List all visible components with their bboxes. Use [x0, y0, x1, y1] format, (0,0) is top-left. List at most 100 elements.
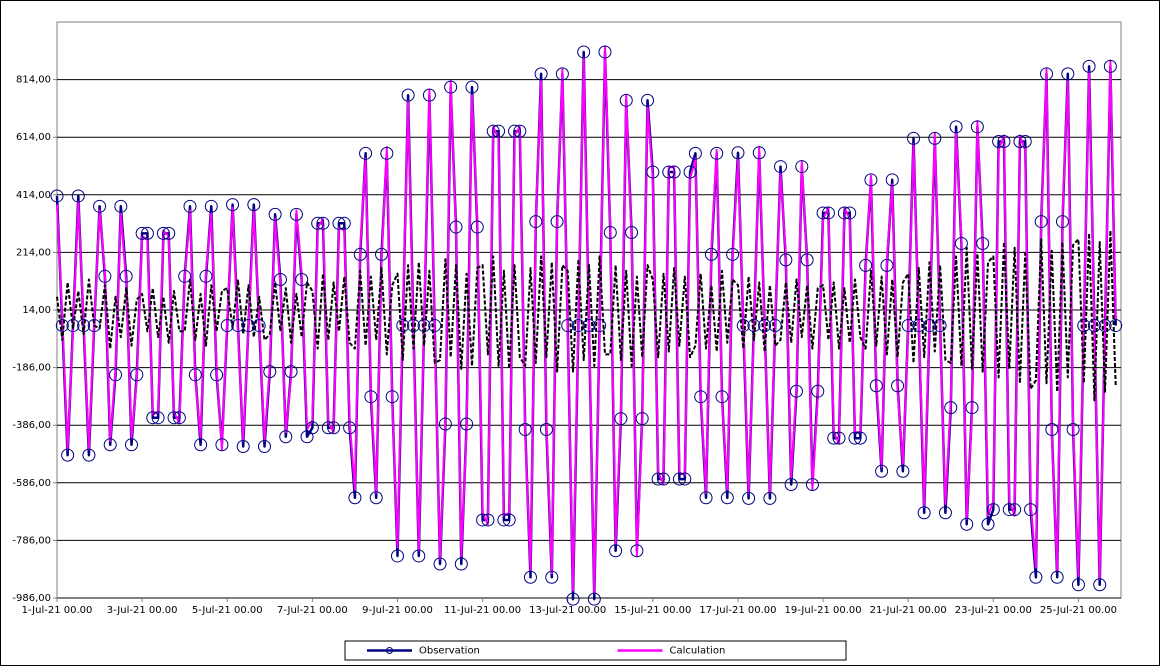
- point-marker: [417, 319, 431, 333]
- point-marker: [1061, 67, 1075, 81]
- point-marker: [513, 124, 527, 138]
- point-marker: [848, 431, 862, 445]
- point-marker: [1082, 59, 1096, 73]
- point-marker: [731, 146, 745, 160]
- y-tick-label: -786,00: [12, 535, 51, 546]
- legend-label: Observation: [419, 646, 480, 657]
- point-marker: [720, 491, 734, 505]
- x-tick-label: 11-Jul-21 00.00: [444, 605, 521, 616]
- point-marker: [114, 199, 128, 213]
- point-marker: [880, 258, 894, 272]
- point-marker: [66, 319, 80, 333]
- point-marker: [1109, 319, 1123, 333]
- point-marker: [1050, 570, 1064, 584]
- point-marker: [502, 513, 516, 527]
- point-marker: [566, 592, 580, 606]
- y-tick-label: -386,00: [12, 420, 51, 431]
- point-marker: [1034, 215, 1048, 229]
- point-marker: [242, 319, 256, 333]
- point-marker: [768, 319, 782, 333]
- point-marker: [146, 411, 160, 425]
- point-marker: [1071, 578, 1085, 592]
- point-marker: [545, 570, 559, 584]
- point-marker: [811, 384, 825, 398]
- point-marker: [853, 431, 867, 445]
- point-marker: [688, 146, 702, 160]
- point-marker: [598, 45, 612, 59]
- point-marker: [907, 131, 921, 145]
- point-marker: [375, 247, 389, 261]
- point-marker: [789, 384, 803, 398]
- point-marker: [704, 247, 718, 261]
- point-marker: [577, 45, 591, 59]
- point-marker: [694, 390, 708, 404]
- x-tick-label: 25-Jul-21 00.00: [1040, 605, 1117, 616]
- point-marker: [992, 135, 1006, 149]
- y-tick-label: 614,00: [16, 132, 51, 143]
- point-marker: [438, 417, 452, 431]
- point-marker: [672, 472, 686, 486]
- point-marker: [736, 319, 750, 333]
- point-marker: [220, 319, 234, 333]
- point-marker: [199, 269, 213, 283]
- point-marker: [774, 160, 788, 174]
- point-marker: [635, 412, 649, 426]
- legend-marker: [386, 647, 393, 654]
- y-tick-label: 14,00: [22, 305, 51, 316]
- legend-label: Calculation: [670, 646, 726, 657]
- point-marker: [321, 421, 335, 435]
- point-marker: [162, 226, 176, 240]
- point-marker: [492, 124, 506, 138]
- point-marker: [667, 165, 681, 179]
- point-marker: [885, 173, 899, 187]
- point-marker: [1029, 570, 1043, 584]
- residual-line: [56, 229, 1117, 402]
- y-tick-label: 814,00: [16, 75, 51, 86]
- point-marker: [178, 269, 192, 283]
- point-marker: [87, 319, 101, 333]
- x-tick-label: 23-Jul-21 00.00: [955, 605, 1032, 616]
- x-tick-label: 19-Jul-21 00.00: [785, 605, 862, 616]
- point-marker: [651, 472, 665, 486]
- point-marker: [954, 236, 968, 250]
- point-marker: [476, 513, 490, 527]
- point-marker: [758, 319, 772, 333]
- point-marker: [534, 67, 548, 81]
- point-marker: [779, 253, 793, 267]
- point-marker: [465, 80, 479, 94]
- point-marker: [875, 464, 889, 478]
- point-marker: [215, 438, 229, 452]
- point-marker: [752, 146, 766, 160]
- point-marker: [124, 438, 138, 452]
- point-marker: [284, 365, 298, 379]
- point-marker: [454, 557, 468, 571]
- point-marker: [1055, 215, 1069, 229]
- point-marker: [944, 401, 958, 415]
- point-marker: [470, 220, 484, 234]
- point-marker: [172, 411, 186, 425]
- point-marker: [316, 216, 330, 230]
- point-marker: [263, 365, 277, 379]
- point-marker: [1066, 423, 1080, 437]
- point-marker: [194, 438, 208, 452]
- point-marker: [401, 88, 415, 102]
- point-marker: [369, 491, 383, 505]
- point-marker: [343, 421, 357, 435]
- point-marker: [1013, 135, 1027, 149]
- point-marker: [561, 319, 575, 333]
- point-marker: [390, 549, 404, 563]
- point-marker: [109, 368, 123, 382]
- point-marker: [933, 319, 947, 333]
- point-marker: [98, 269, 112, 283]
- point-marker: [380, 146, 394, 160]
- y-tick-label: 414,00: [16, 190, 51, 201]
- point-marker: [486, 124, 500, 138]
- point-marker: [603, 226, 617, 240]
- point-marker: [508, 124, 522, 138]
- point-marker: [827, 431, 841, 445]
- point-marker: [582, 319, 596, 333]
- point-marker: [1103, 59, 1117, 73]
- point-marker: [960, 517, 974, 531]
- point-marker: [646, 165, 660, 179]
